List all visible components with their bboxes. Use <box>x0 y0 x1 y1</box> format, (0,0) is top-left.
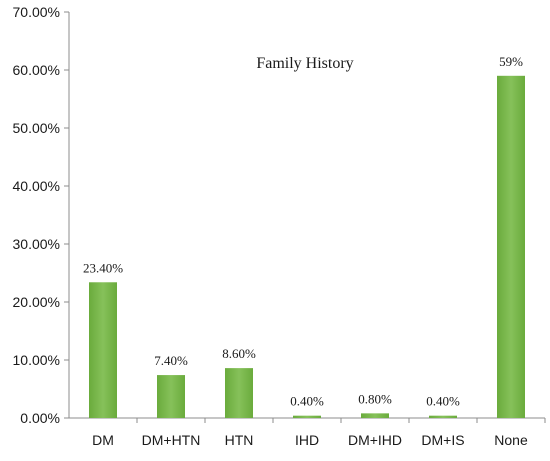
x-tick-label: IHD <box>295 432 319 448</box>
x-tick-label: None <box>494 432 528 448</box>
bars <box>89 75 525 419</box>
y-tick-label: 0.00% <box>20 410 60 426</box>
bar <box>361 413 389 418</box>
data-label: 0.40% <box>426 394 460 409</box>
data-label: 0.80% <box>358 391 392 406</box>
y-tick-label: 50.00% <box>13 120 60 136</box>
y-axis-ticks: 0.00% 10.00% 20.00% 30.00% 40.00% 50.00% 60.00… <box>13 4 69 426</box>
bar <box>293 415 321 418</box>
x-tick-label: DM <box>92 432 114 448</box>
y-tick-label: 70.00% <box>13 4 60 20</box>
bar <box>157 375 185 418</box>
x-tick-label: HTN <box>225 432 254 448</box>
data-labels: 23.40% 7.40% 8.60% 0.40% 0.80% 0.40% 59% <box>83 54 523 409</box>
y-tick-label: 40.00% <box>13 178 60 194</box>
axes <box>68 12 545 419</box>
y-tick-label: 60.00% <box>13 62 60 78</box>
data-label: 59% <box>499 54 523 69</box>
bar <box>89 282 117 418</box>
y-tick-label: 30.00% <box>13 236 60 252</box>
x-tick-label: DM+HTN <box>142 432 201 448</box>
data-label: 23.40% <box>83 260 123 275</box>
bar <box>429 415 457 418</box>
x-axis-labels: DM DM+HTN HTN IHD DM+IHD DM+IS None <box>92 418 546 448</box>
y-tick-label: 10.00% <box>13 352 60 368</box>
bar <box>497 75 525 419</box>
x-tick-label: DM+IS <box>421 432 464 448</box>
bar <box>225 368 253 418</box>
data-label: 0.40% <box>290 394 324 409</box>
y-tick-label: 20.00% <box>13 294 60 310</box>
x-tick-label: DM+IHD <box>348 432 402 448</box>
data-label: 7.40% <box>154 353 188 368</box>
data-label: 8.60% <box>222 346 256 361</box>
chart-title: Family History <box>256 55 353 72</box>
